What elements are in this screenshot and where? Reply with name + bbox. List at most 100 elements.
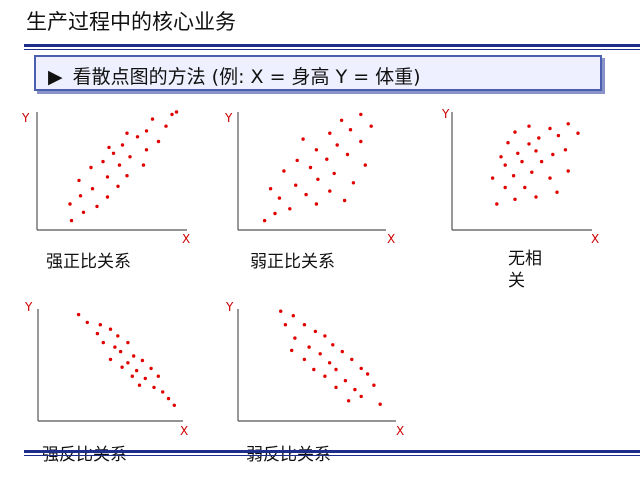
scatter-point [345, 152, 350, 157]
scatter-point [328, 189, 332, 193]
scatter-point [126, 340, 130, 345]
plot-strong-positive: YX [21, 110, 190, 246]
scatter-point [351, 181, 356, 185]
scatter-point [327, 361, 332, 365]
scatter-point [334, 385, 338, 390]
scatter-point [335, 143, 339, 147]
subtitle-box: ▶ 看散点图的方法 (例: X = 身高 Y = 体重) [34, 55, 602, 91]
scatter-point [164, 124, 168, 128]
scatter-point [132, 354, 136, 358]
scatter-point [170, 112, 174, 117]
scatter-point [378, 402, 382, 406]
scatter-point [304, 192, 308, 197]
plot-weak-positive: YX [224, 111, 395, 246]
scatter-point [85, 320, 90, 325]
scatter-point [107, 145, 111, 150]
scatter-point [314, 202, 319, 206]
scatter-point [363, 163, 367, 167]
scatter-point [144, 148, 149, 152]
scatter-point [548, 176, 552, 180]
scatter-point [295, 158, 299, 163]
scatter-point [283, 323, 288, 327]
scatter-point [369, 124, 373, 128]
scatter-point [101, 159, 105, 164]
scatter-point [513, 130, 517, 134]
scatter-point [130, 374, 134, 378]
scatter-point [98, 323, 103, 327]
scatter-point [342, 198, 347, 203]
y-axis-label: Y [24, 300, 33, 314]
scatter-point [149, 366, 153, 371]
scatter-point [302, 357, 307, 362]
x-axis-label: X [182, 232, 190, 246]
scatter-point [499, 155, 503, 159]
scatter-point [268, 187, 273, 191]
scatter-point [551, 152, 555, 157]
scatter-point [563, 148, 568, 152]
scatter-point [293, 336, 297, 340]
slide-title: 生产过程中的核心业务 [26, 10, 236, 34]
scatter-point [161, 390, 165, 394]
scatter-point [328, 131, 332, 135]
caption-weak-positive: 弱正比关系 [250, 252, 335, 272]
subtitle-text: 看散点图的方法 (例: X = 身高 Y = 体重) [72, 66, 421, 88]
scatter-point [174, 110, 179, 114]
y-axis-label: Y [225, 300, 234, 314]
scatter-point [125, 174, 129, 178]
scatter-point [346, 399, 351, 403]
caption-strong-positive: 强正比关系 [46, 252, 131, 272]
scatter-point [111, 151, 116, 155]
scatter-point [548, 126, 552, 131]
scatter-point [503, 163, 507, 167]
scatter-point [277, 196, 282, 200]
play-triangle-icon: ▶ [48, 66, 63, 88]
scatter-point [534, 195, 538, 199]
scatter-point [120, 365, 124, 369]
scatter-point [520, 159, 524, 164]
scatter-point [116, 334, 120, 338]
scatter-point [143, 376, 147, 381]
scatter-point [81, 210, 86, 214]
scatter-point [262, 218, 267, 223]
caption-no-correlation: 无相关 [508, 249, 542, 291]
scatter-point [156, 374, 160, 378]
scatter-point [350, 357, 354, 362]
scatter-point [316, 177, 320, 181]
scatter-point [365, 372, 370, 376]
scatter-point [113, 345, 117, 349]
scatter-point [314, 148, 319, 152]
scatter-point [101, 340, 106, 345]
header-rule [24, 44, 640, 47]
scatter-point [302, 323, 307, 327]
scatter-point [331, 343, 335, 347]
scatter-point [105, 175, 110, 179]
scatter-point [307, 345, 311, 349]
scatter-point [301, 137, 305, 141]
scatter-point [332, 171, 336, 176]
scatter-point [135, 135, 140, 139]
footer-rule [24, 450, 640, 453]
scatter-point [318, 352, 322, 356]
scatter-point [137, 383, 142, 387]
scatter-point [511, 174, 516, 178]
scatter-point [566, 122, 570, 126]
scatter-point [126, 361, 130, 365]
scatter-point [539, 159, 544, 164]
scatter-point [566, 169, 570, 173]
scatter-point [506, 141, 510, 145]
scatter-point [340, 349, 344, 354]
scatter-point [273, 211, 277, 216]
scatter-point [323, 374, 327, 378]
scatter-point [77, 178, 81, 183]
scatter-point [516, 151, 520, 155]
x-axis-label: X [396, 424, 404, 438]
scatter-point [156, 139, 161, 144]
y-axis-label: Y [224, 111, 233, 125]
subtitle-line: ▶ 看散点图的方法 (例: X = 身高 Y = 体重) [48, 62, 421, 89]
plot-strong-negative: YX [24, 300, 188, 438]
scatter-point [172, 403, 176, 407]
scatter-point [134, 368, 139, 373]
scatter-point [290, 348, 294, 353]
scatter-point [128, 155, 132, 159]
